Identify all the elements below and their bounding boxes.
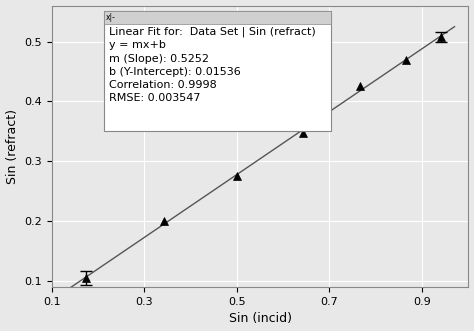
FancyBboxPatch shape <box>104 11 331 131</box>
FancyBboxPatch shape <box>104 11 331 24</box>
X-axis label: Sin (incid): Sin (incid) <box>228 312 292 325</box>
Text: Linear Fit for:  Data Set | Sin (refract)
y = mx+b
m (Slope): 0.5252
b (Y-Interc: Linear Fit for: Data Set | Sin (refract)… <box>109 27 315 103</box>
Y-axis label: Sin (refract): Sin (refract) <box>6 109 18 184</box>
Text: x|-: x|- <box>106 13 116 22</box>
